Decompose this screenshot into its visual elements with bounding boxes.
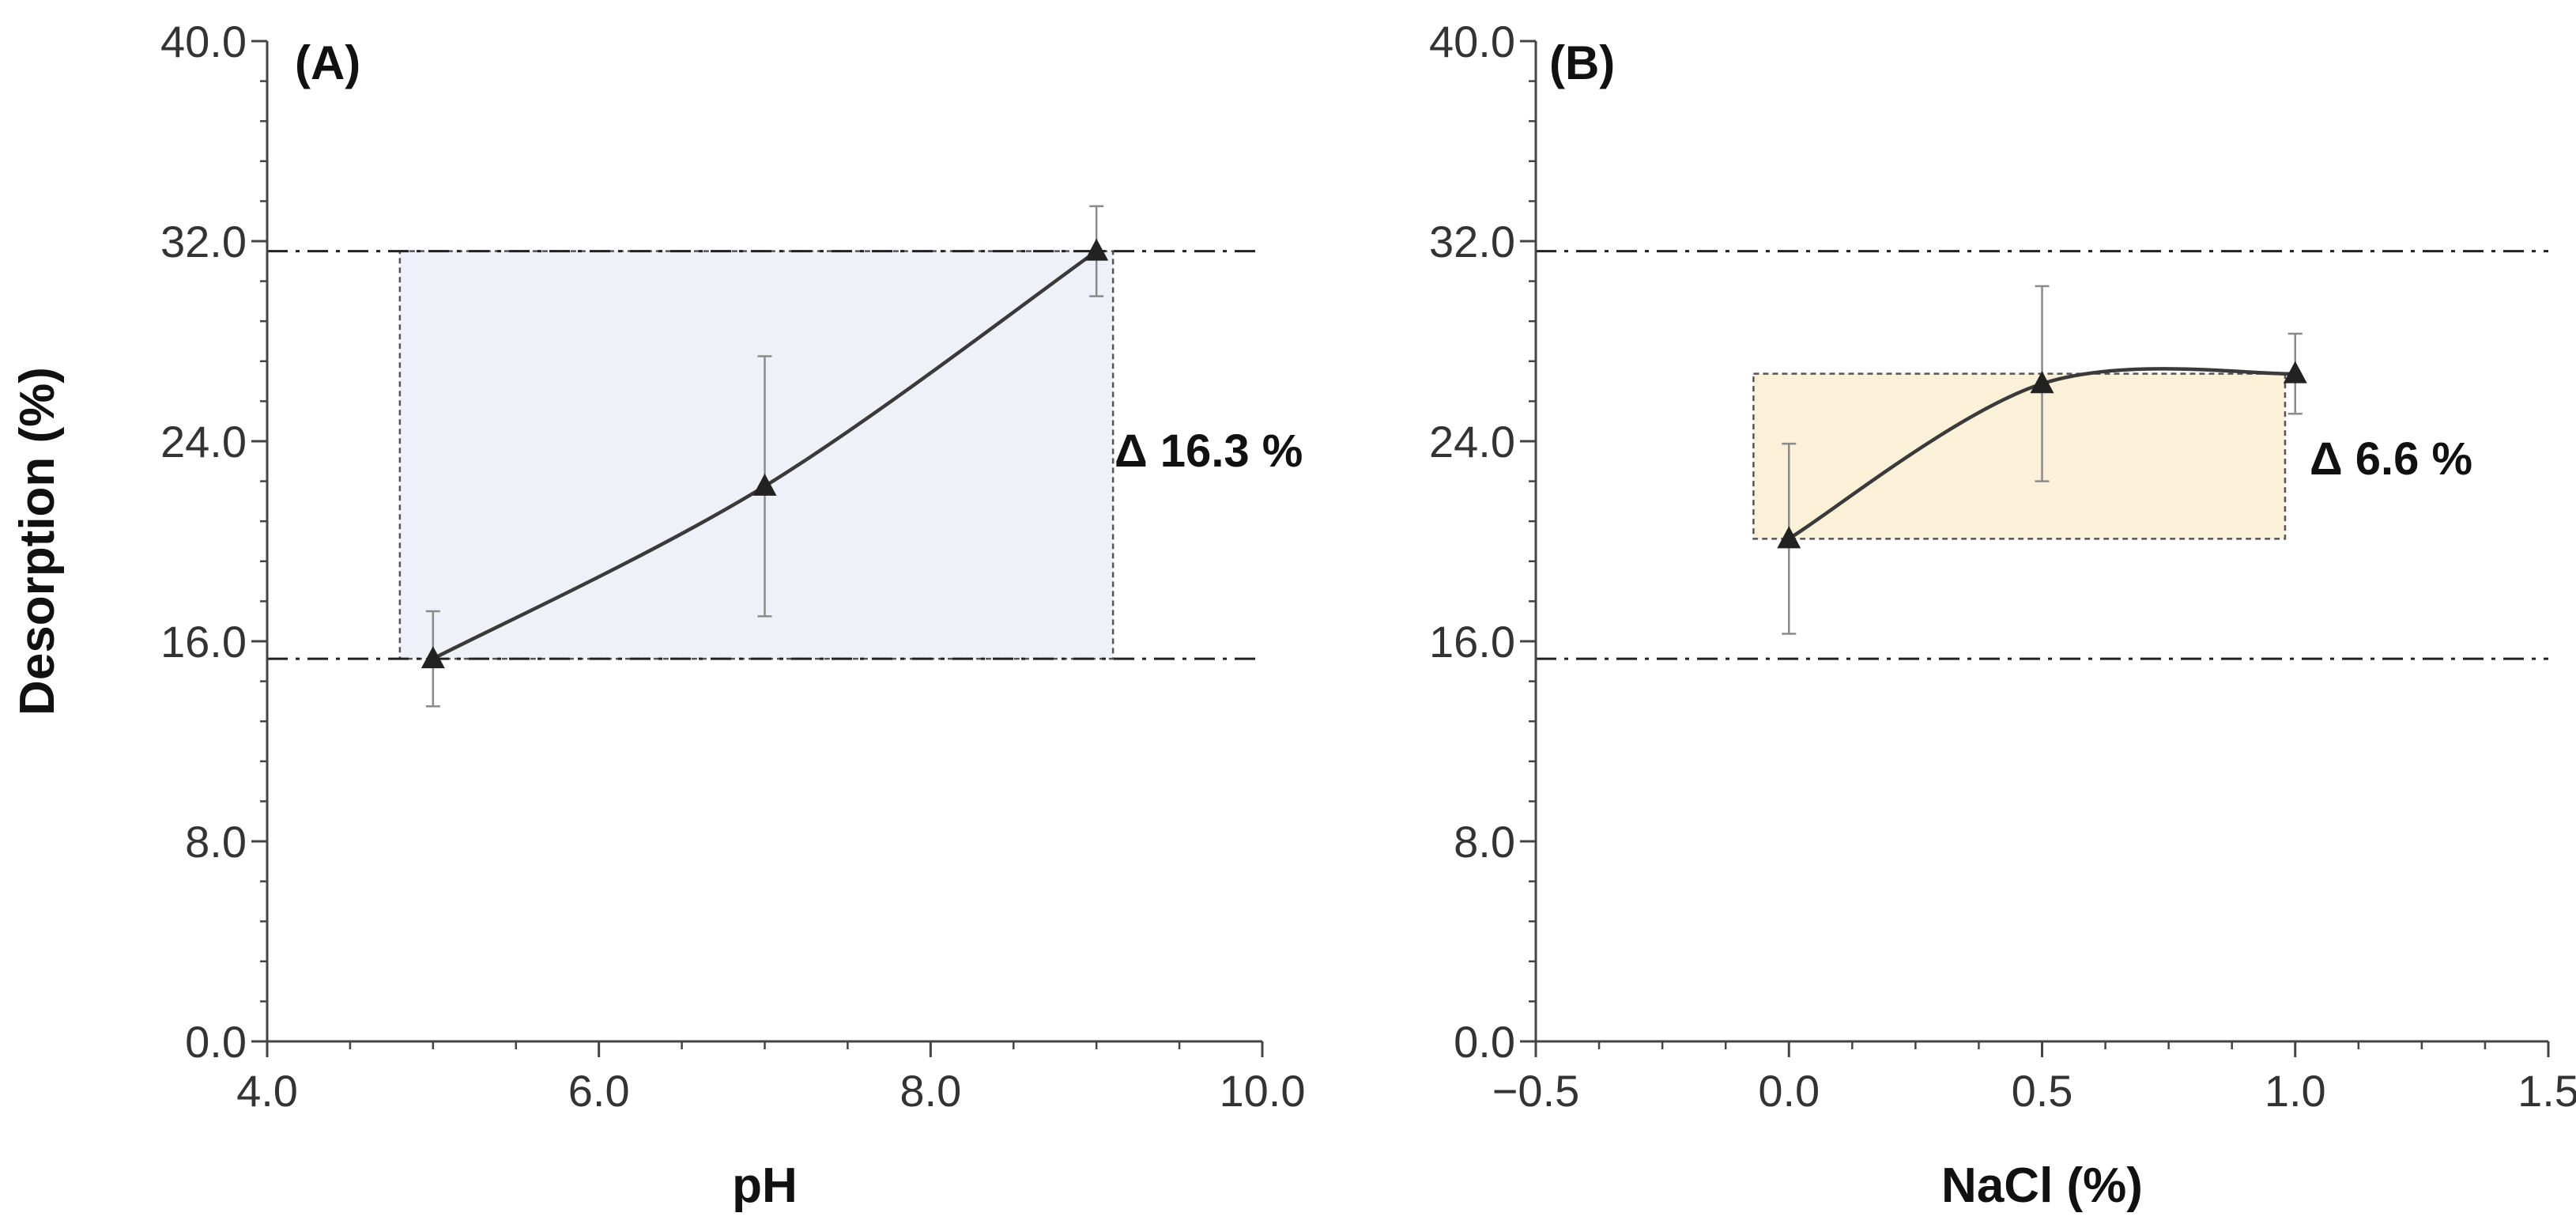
panel-label: (A) bbox=[295, 36, 360, 89]
chart-panel-a: 0.0 8.0 16.0 24.0 32.0 40.0 4.0 6.0 8.0 10.0 pH Des… bbox=[10, 17, 1306, 1213]
data-point bbox=[2283, 361, 2307, 384]
x-tick-label: 8.0 bbox=[900, 1066, 961, 1116]
x-tick-label: 10.0 bbox=[1220, 1066, 1306, 1116]
x-tick-label: 1.0 bbox=[2265, 1066, 2326, 1116]
y-tick-label: 40.0 bbox=[1429, 17, 1515, 66]
x-axis-title: pH bbox=[732, 1158, 798, 1213]
data-point bbox=[752, 473, 777, 496]
panel-label: (B) bbox=[1549, 36, 1615, 89]
y-tick-label: 32.0 bbox=[160, 217, 247, 266]
x-tick-label: 0.0 bbox=[1758, 1066, 1820, 1116]
y-tick-label: 16.0 bbox=[160, 617, 247, 667]
x-axis-title: NaCl (%) bbox=[1941, 1158, 2143, 1213]
y-tick-label: 0.0 bbox=[1454, 1017, 1515, 1067]
y-tick-label: 8.0 bbox=[185, 817, 247, 867]
range-box bbox=[1752, 372, 2287, 540]
chart-panel-b: 0.08.016.024.032.040.0−0.5 0.0 0.5 1.0 1.5Na… bbox=[1429, 17, 2576, 1213]
data-point bbox=[1777, 526, 1801, 549]
x-tick-label: 4.0 bbox=[236, 1066, 298, 1116]
y-tick-label: 24.0 bbox=[1429, 417, 1515, 467]
x-tick-label: 0.5 bbox=[2012, 1066, 2073, 1116]
range-box bbox=[398, 250, 1115, 660]
delta-annotation: Δ 16.3 % bbox=[1115, 425, 1303, 477]
y-tick-label: 16.0 bbox=[1429, 617, 1515, 667]
y-tick-label: 0.0 bbox=[185, 1017, 247, 1067]
y-tick-label: 8.0 bbox=[1454, 817, 1515, 867]
data-point bbox=[1084, 238, 1109, 261]
data-point bbox=[2030, 371, 2054, 394]
y-tick-label: 32.0 bbox=[1429, 217, 1515, 266]
x-tick-label: 6.0 bbox=[568, 1066, 630, 1116]
x-tick-label: 1.5 bbox=[2518, 1066, 2576, 1116]
x-tick-label: −0.5 bbox=[1492, 1066, 1580, 1116]
y-axis-title: Desorption (%) bbox=[10, 367, 65, 716]
data-point bbox=[421, 646, 445, 669]
delta-annotation: Δ 6.6 % bbox=[2310, 433, 2472, 485]
y-tick-label: 24.0 bbox=[160, 417, 247, 467]
y-tick-label: 40.0 bbox=[160, 17, 247, 66]
